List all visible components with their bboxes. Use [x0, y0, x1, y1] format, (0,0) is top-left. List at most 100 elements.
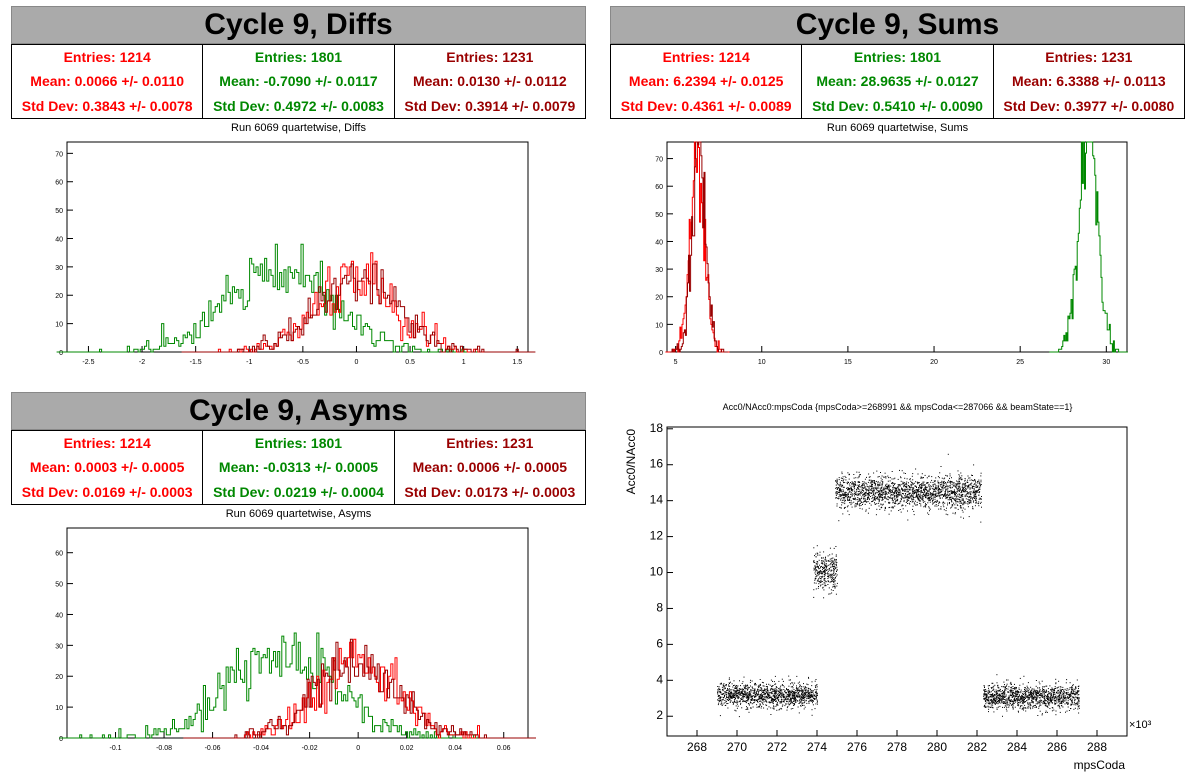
y-tick-label: 0 — [659, 350, 663, 357]
scatter-point — [1038, 702, 1040, 704]
scatter-point — [1049, 699, 1051, 701]
scatter-point — [977, 489, 979, 491]
scatter-point — [1071, 690, 1073, 692]
scatter-point — [1036, 691, 1038, 693]
scatter-point — [989, 691, 991, 693]
scatter-point — [891, 490, 893, 491]
scatter-point — [877, 485, 879, 487]
scatter-point — [772, 699, 774, 701]
scatter-point — [859, 494, 861, 496]
scatter-point — [1067, 701, 1069, 703]
scatter-point — [891, 499, 893, 501]
scatter-point — [740, 685, 741, 687]
scatter-point — [833, 581, 835, 583]
scatter-point — [755, 693, 757, 695]
scatter-point — [969, 491, 971, 493]
scatter-point — [720, 697, 721, 699]
scatter-point — [1051, 697, 1053, 699]
scatter-point — [917, 491, 919, 493]
scatter-point — [817, 579, 819, 581]
scatter-point — [750, 699, 752, 701]
scatter-point — [1025, 691, 1027, 693]
scatter-point — [852, 483, 854, 485]
scatter-point — [850, 492, 852, 494]
scatter-point — [728, 688, 730, 690]
scatter-point — [999, 695, 1001, 696]
entries-text: Entries: 1214 — [63, 435, 151, 452]
scatter-point — [881, 494, 883, 496]
scatter-point — [871, 486, 873, 488]
scatter-point — [1006, 702, 1008, 704]
scatter-point — [897, 496, 899, 498]
scatter-point — [926, 492, 928, 494]
scatter-point — [854, 492, 856, 494]
scatter-point — [873, 493, 875, 495]
scatter-point — [830, 560, 832, 562]
scatter-point — [886, 493, 888, 495]
scatter-point — [888, 486, 890, 487]
scatter-point — [749, 701, 751, 703]
scatter-point — [730, 681, 731, 683]
scatter-point — [1018, 687, 1020, 689]
scatter-point — [727, 700, 729, 701]
scatter-point — [777, 704, 779, 706]
y-tick-label: 20 — [55, 674, 63, 681]
scatter-point — [968, 477, 970, 479]
scatter-point — [969, 502, 971, 503]
scatter-point — [860, 486, 862, 488]
scatter-point — [1047, 688, 1049, 690]
scatter-point — [983, 689, 985, 691]
scatter-point — [929, 485, 931, 487]
scatter-point — [958, 481, 960, 483]
scatter-point — [799, 702, 800, 704]
scatter-point — [1037, 696, 1039, 698]
scatter-point — [761, 697, 762, 699]
scatter-point — [856, 490, 858, 492]
scatter-point — [1024, 697, 1025, 699]
scatter-point — [733, 696, 735, 697]
scatter-point — [984, 706, 986, 708]
scatter-point — [938, 492, 940, 494]
scatter-point — [1068, 694, 1070, 696]
scatter-point — [1023, 701, 1025, 703]
scatter-point — [864, 493, 866, 495]
scatter-point — [897, 494, 899, 496]
scatter-point — [975, 494, 977, 496]
scatter-point — [1026, 689, 1028, 691]
scatter-point — [782, 695, 784, 697]
scatter-point — [791, 686, 793, 688]
scatter-point — [834, 569, 835, 571]
scatter-point — [870, 492, 872, 494]
scatter-point — [853, 497, 855, 499]
scatter-point — [966, 491, 968, 493]
scatter-point — [780, 701, 782, 703]
scatter-point — [938, 477, 940, 479]
scatter-point — [1044, 704, 1046, 706]
scatter-point — [885, 476, 887, 478]
scatter-point — [1064, 698, 1066, 699]
scatter-point — [861, 501, 862, 503]
scatter-point — [780, 700, 782, 702]
scatter-point — [949, 473, 951, 475]
scatter-point — [1035, 706, 1037, 708]
scatter-point — [820, 584, 822, 586]
scatter-point — [1001, 698, 1003, 700]
scatter-point — [1071, 701, 1073, 703]
scatter-point — [966, 487, 968, 489]
scatter-point — [782, 685, 784, 687]
scatter-point — [899, 469, 900, 471]
scatter-point — [992, 701, 993, 703]
scatter-point — [796, 687, 798, 689]
scatter-point — [854, 506, 856, 508]
scatter-point — [889, 492, 891, 494]
scatter-point — [962, 498, 964, 500]
scatter-point — [818, 574, 820, 576]
scatter-point — [929, 498, 931, 500]
scatter-point — [835, 494, 837, 496]
scatter-point — [794, 693, 795, 695]
scatter-point — [1048, 697, 1050, 699]
scatter-point — [746, 696, 748, 698]
scatter-point — [1071, 702, 1073, 704]
scatter-point — [842, 499, 844, 501]
scatter-point — [785, 698, 787, 700]
